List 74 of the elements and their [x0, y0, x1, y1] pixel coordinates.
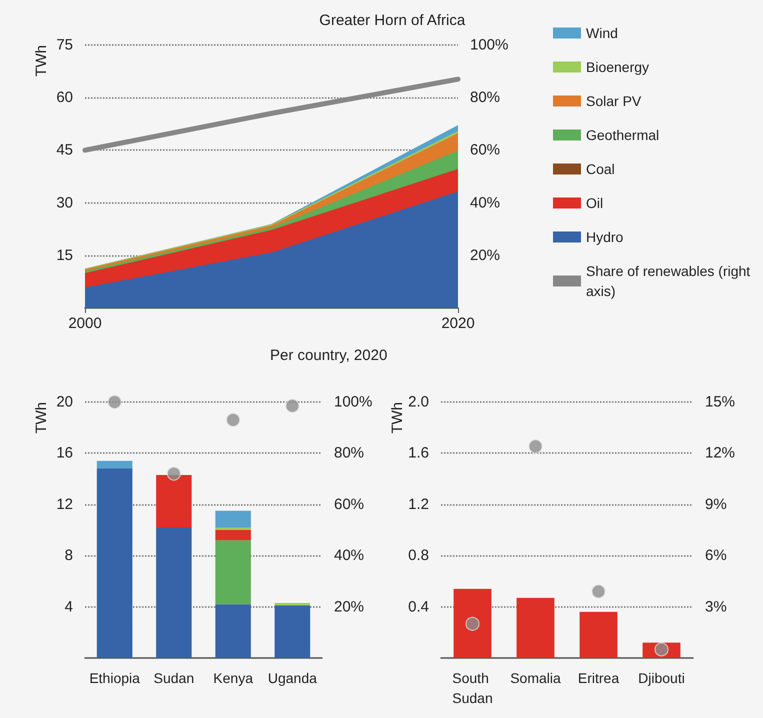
y-axis-title: TWh	[33, 45, 50, 77]
y2-tick-label: 20%	[334, 598, 364, 616]
point	[592, 584, 606, 598]
legend-label: Bioenergy	[586, 59, 650, 75]
x-tick-label: 2020	[441, 315, 475, 332]
y2-tick-label: 100%	[470, 36, 508, 54]
legend-label: Coal	[586, 161, 615, 177]
legend-label: Hydro	[586, 229, 624, 245]
bar	[156, 474, 192, 528]
legend-label: Geothermal	[586, 127, 660, 143]
x-tick-label: Sudan	[154, 670, 194, 686]
y2-tick-label: 60%	[334, 496, 364, 513]
y2-tick-label: 40%	[470, 194, 500, 212]
legend-label: Share of renewables (right axis)	[586, 263, 754, 299]
bar	[156, 527, 192, 658]
y-tick-label: 0.4	[408, 598, 429, 616]
x-tick-label: Eritrea	[578, 670, 620, 686]
y-tick-label: 16	[56, 444, 73, 462]
bar	[215, 510, 251, 528]
bar	[454, 588, 492, 658]
legend-label: Solar PV	[586, 93, 642, 109]
y-tick-label: 15	[56, 246, 73, 264]
y-tick-label: 2.0	[408, 394, 429, 410]
y2-tick-label: 80%	[334, 444, 364, 462]
y2-tick-label: 6%	[705, 547, 727, 564]
y-tick-label: 45	[56, 142, 73, 159]
x-tick-label: South Sudan	[452, 670, 493, 706]
y2-tick-label: 3%	[705, 598, 727, 616]
point	[466, 616, 480, 631]
chart-title: Per country, 2020	[270, 347, 388, 364]
point	[226, 412, 240, 427]
y-tick-label: 60	[56, 89, 73, 106]
legend-label: Oil	[586, 195, 604, 211]
x-tick-label: Ethiopia	[89, 670, 140, 686]
y-tick-label: 12	[56, 496, 73, 513]
x-tick-label: Kenya	[213, 670, 254, 686]
bar	[215, 527, 251, 530]
y2-tick-label: 12%	[705, 444, 736, 462]
bar	[516, 598, 554, 658]
bar	[215, 530, 251, 540]
y2-tick-label: 40%	[334, 547, 364, 564]
bar	[580, 612, 618, 658]
y-tick-label: 1.2	[408, 496, 429, 513]
y2-tick-label: 15%	[705, 394, 736, 410]
x-tick-label: Djibouti	[638, 670, 685, 686]
y-tick-label: 4	[64, 598, 73, 616]
point	[108, 395, 122, 409]
x-tick-label: Somalia	[510, 670, 561, 686]
y-tick-label: 30	[56, 194, 73, 212]
bar	[274, 606, 310, 658]
bar	[96, 468, 132, 658]
y-tick-label: 0.8	[408, 547, 429, 564]
legend-label: Wind	[586, 25, 618, 41]
y-axis-title: TWh	[33, 402, 50, 434]
y2-tick-label: 60%	[470, 142, 500, 159]
y-tick-label: 8	[64, 547, 73, 564]
y-tick-label: 75	[56, 36, 73, 54]
bar	[274, 602, 310, 606]
bar	[96, 460, 132, 469]
y2-tick-label: 100%	[334, 394, 372, 410]
x-tick-label: 2000	[68, 315, 102, 332]
y-tick-label: 1.6	[408, 444, 429, 462]
point	[285, 398, 300, 413]
bar	[215, 604, 251, 658]
point	[528, 439, 542, 454]
y2-tick-label: 20%	[470, 246, 500, 264]
x-tick-label: Uganda	[268, 670, 318, 686]
point	[166, 466, 181, 481]
bar	[215, 540, 251, 604]
chart-title: Greater Horn of Africa	[319, 12, 466, 29]
y2-tick-label: 80%	[470, 89, 500, 106]
y2-tick-label: 9%	[705, 496, 727, 513]
y-axis-title: TWh	[389, 402, 406, 434]
y-tick-label: 20	[56, 394, 73, 410]
